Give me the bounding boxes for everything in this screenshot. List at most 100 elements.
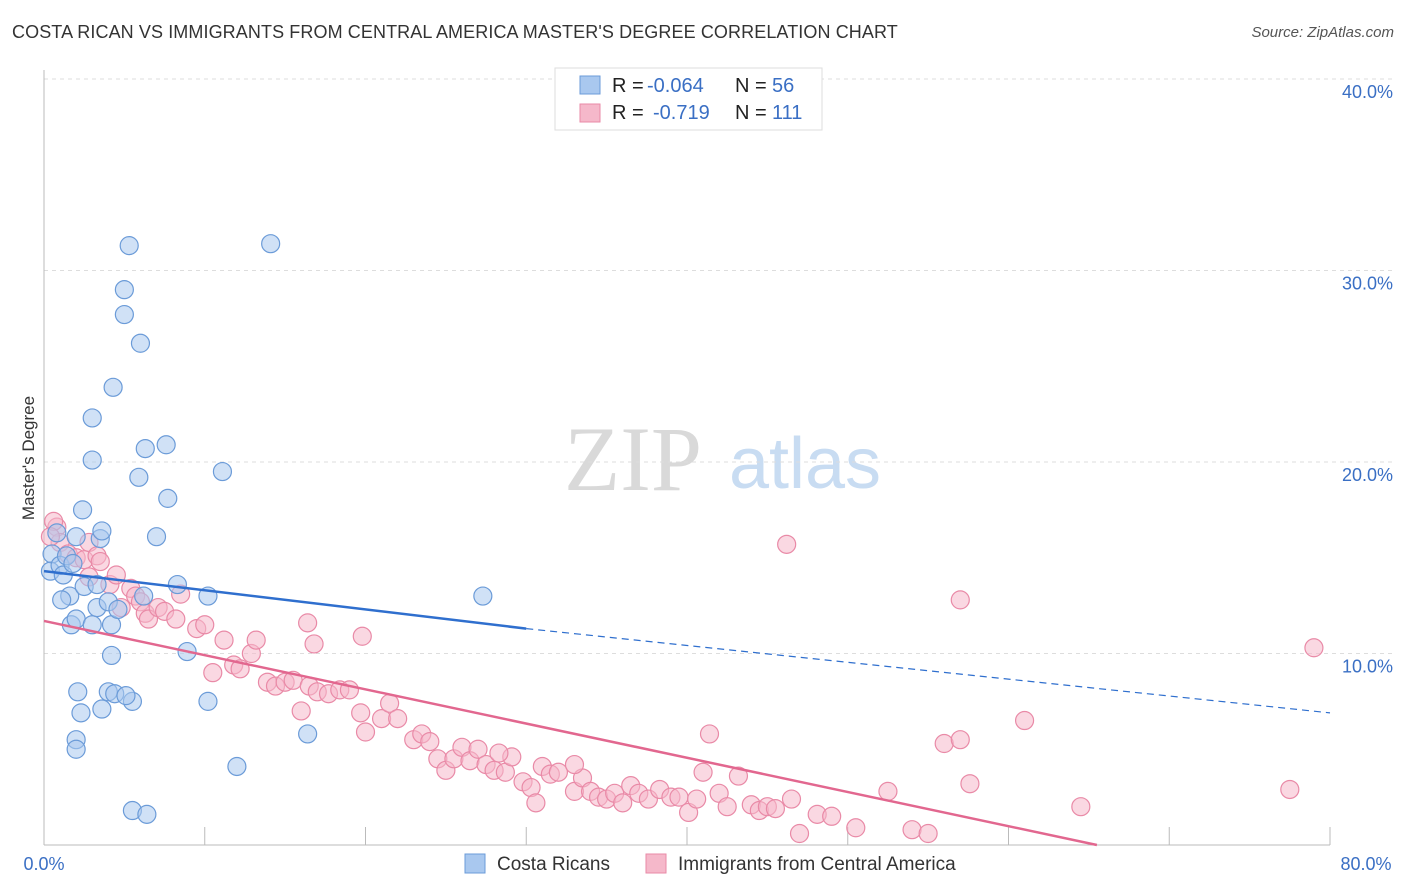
legend-n-label-2: N = [735,102,767,124]
immigrant-point-95 [960,774,980,794]
costa-rican-point-27 [108,599,128,620]
trend-line-immigrants [43,619,1098,847]
immigrant-point-102 [352,626,372,646]
costa-rican-point-38 [82,408,102,428]
legend-n-value-2: 111 [772,102,802,124]
immigrant-point-84 [765,799,786,819]
costa-rican-point-9 [66,527,86,547]
immigrant-point-91 [902,820,922,840]
costa-rican-point-16 [71,703,91,723]
x-tick-marks [204,827,1331,845]
immigrant-point-21 [195,615,215,635]
immigrant-point-105 [699,724,720,744]
costa-rican-point-43 [119,236,139,256]
watermark-atlas: atlas [729,424,881,504]
immigrant-point-68 [613,793,633,813]
immigrant-point-39 [355,722,376,742]
immigrant-point-7 [90,551,110,572]
costa-rican-point-24 [101,645,122,666]
costa-rican-point-32 [146,527,167,547]
costa-rican-point-37 [103,377,123,397]
immigrant-point-101 [304,634,324,654]
bottom-legend-swatch-pink [645,853,667,874]
costa-rican-point-8 [52,590,72,610]
costa-rican-point-19 [66,739,86,759]
costa-rican-point-44 [87,574,107,595]
immigrant-point-23 [214,630,234,650]
immigrant-point-18 [166,609,186,629]
series-immigrants-points [40,511,1324,844]
costa-rican-point-55 [137,804,157,824]
legend-n-value-1: 56 [772,75,794,97]
costa-rican-point-49 [212,461,233,482]
immigrant-point-27 [246,630,266,650]
costa-rican-point-17 [92,699,112,719]
costa-rican-point-31 [134,586,154,606]
legend-swatch-pink [579,103,601,123]
immigrant-point-32 [291,701,311,721]
y-tick-label-40: 40.0% [1342,82,1393,102]
costa-rican-point-39 [82,450,102,470]
immigrant-point-88 [822,806,842,826]
trend-lines [43,569,1331,847]
costa-rican-point-20 [68,682,88,702]
costa-rican-point-30 [116,686,136,706]
costa-rican-point-13 [72,500,93,520]
bottom-legend-swatch-blue [464,853,486,874]
source-credit: Source: ZipAtlas.com [1251,24,1394,41]
legend-n-label-1: N = [735,75,767,97]
immigrant-point-97 [1071,797,1091,817]
immigrant-point-107 [950,590,970,610]
legend-box: R = -0.064 N = 56 R = -0.719 N = 111 [554,67,823,131]
legend-swatch-blue [579,75,601,95]
legend-r-label-2: R = [612,102,644,124]
immigrant-point-51 [468,739,488,759]
immigrant-point-94 [950,730,970,750]
immigrant-point-92 [918,823,938,844]
costa-rican-point-53 [473,586,493,606]
immigrant-point-89 [846,818,866,838]
watermark-zip: ZIP [564,408,702,510]
costa-rican-point-41 [130,333,151,353]
y-tick-labels: 10.0% 20.0% 30.0% 40.0% [1342,82,1393,677]
costa-rican-point-51 [261,234,281,254]
costa-rican-point-40 [114,304,134,325]
costa-rican-point-50 [227,756,247,777]
immigrant-point-74 [669,787,689,807]
immigrant-point-45 [420,731,440,752]
immigrant-point-96 [1014,710,1035,731]
costa-rican-point-36 [129,467,149,487]
costa-rican-point-34 [156,435,176,455]
immigrant-point-80 [728,766,749,786]
costa-rican-point-35 [135,438,155,459]
legend-r-label-1: R = [612,75,644,97]
immigrant-point-22 [203,663,223,683]
immigrant-point-79 [717,797,737,817]
immigrant-point-42 [388,709,408,729]
y-tick-label-20: 20.0% [1342,465,1393,485]
costa-rican-point-45 [167,574,188,595]
immigrant-point-61 [548,762,569,782]
immigrant-point-90 [878,781,898,801]
x-tick-label-left: 0.0% [23,854,64,874]
immigrant-point-93 [934,733,954,754]
costa-rican-point-7 [63,553,83,574]
bottom-legend-immigrants: Immigrants from Central America [678,854,956,875]
immigrant-point-77 [693,762,713,782]
y-axis-label: Master's Degree [19,396,38,520]
immigrant-point-104 [564,754,585,775]
costa-rican-point-2 [47,523,67,543]
trend-line-costa-ricans [43,569,527,630]
x-tick-label-right: 80.0% [1340,854,1391,874]
immigrant-point-38 [351,703,371,723]
immigrant-point-100 [298,613,318,633]
costa-rican-point-52 [298,724,318,744]
bottom-legend: Costa Ricans Immigrants from Central Ame… [464,853,956,875]
immigrant-point-58 [526,793,546,813]
costa-rican-point-33 [158,488,178,508]
immigrant-point-103 [489,743,509,763]
immigrant-point-106 [777,534,797,554]
grid-lines [44,78,1395,654]
immigrant-point-99 [1304,638,1324,658]
